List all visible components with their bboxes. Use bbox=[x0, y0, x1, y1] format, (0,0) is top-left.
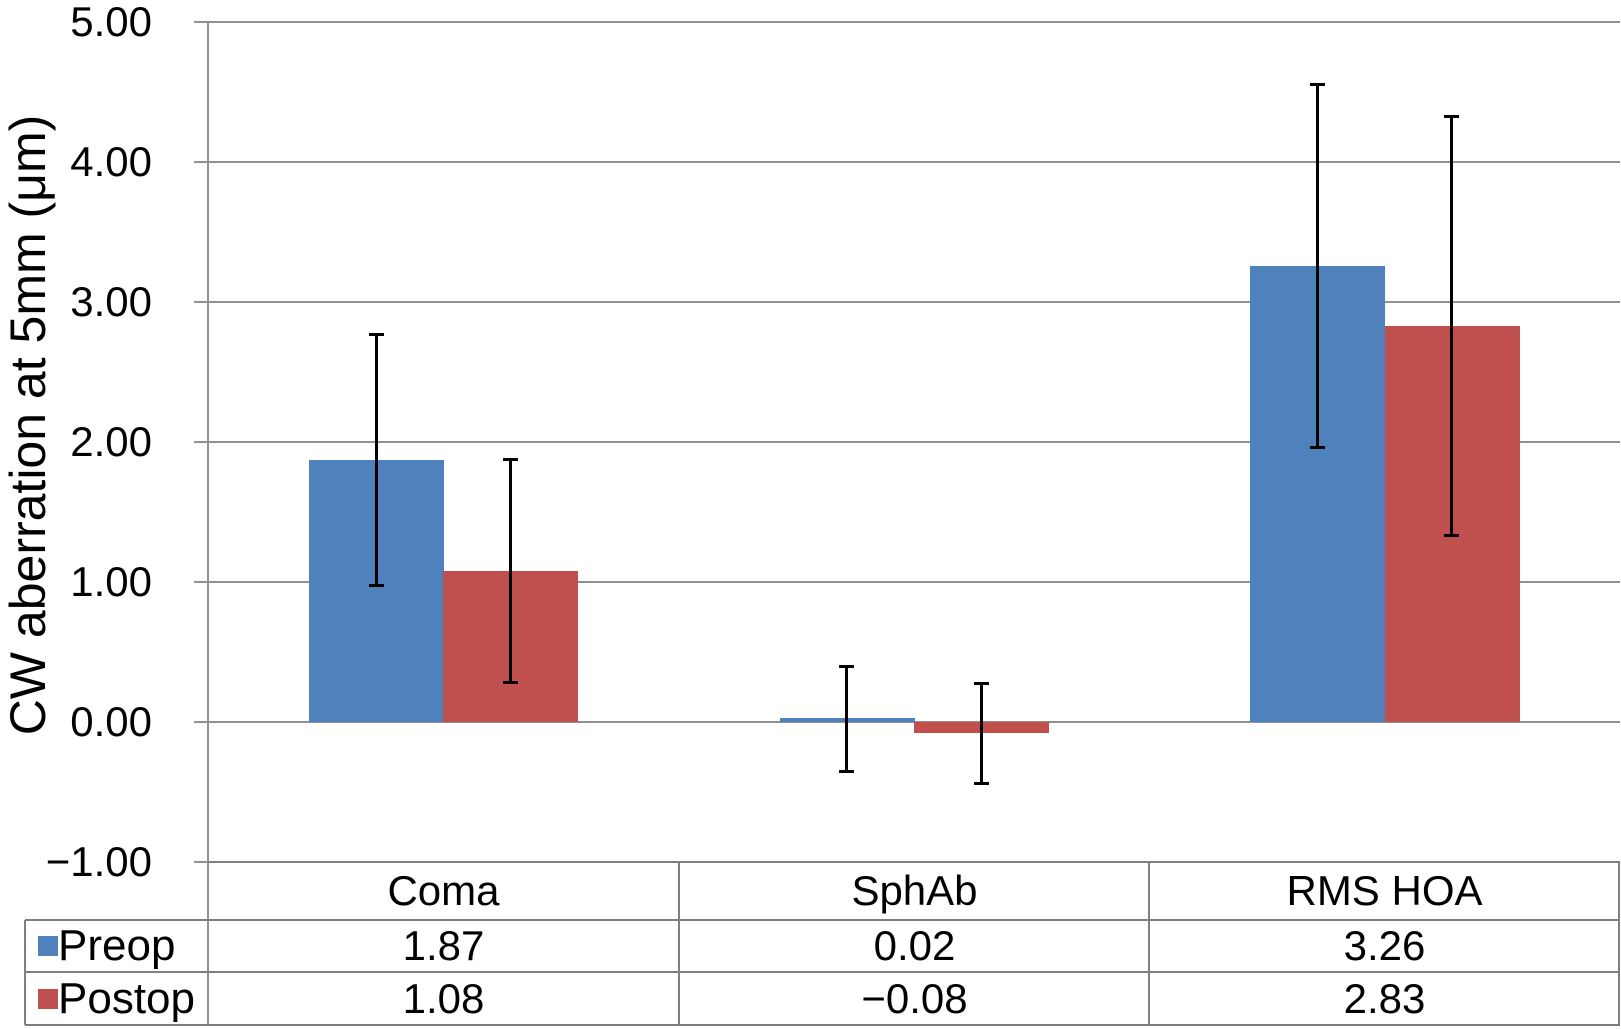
table-value-postop-0: 1.08 bbox=[402, 975, 485, 1022]
y-tick-label: −1.00 bbox=[45, 838, 152, 885]
table-value-postop-2: 2.83 bbox=[1343, 975, 1426, 1022]
error-bar-cap-top bbox=[503, 458, 518, 461]
error-bar-cap-bottom bbox=[839, 770, 854, 773]
y-axis-tick bbox=[194, 301, 208, 303]
error-bar-cap-top bbox=[974, 682, 989, 685]
table-top-border bbox=[208, 861, 1620, 863]
table-row-border bbox=[25, 971, 1620, 973]
error-bar-cap-bottom bbox=[1310, 446, 1325, 449]
y-axis-tick bbox=[194, 721, 208, 723]
error-bar-cap-bottom bbox=[369, 584, 384, 587]
error-bar-cap-bottom bbox=[1444, 534, 1459, 537]
error-bar-preop-1 bbox=[845, 666, 848, 772]
table-value-preop-2: 3.26 bbox=[1343, 922, 1426, 969]
gridline-1.00 bbox=[208, 581, 1620, 583]
y-axis-tick bbox=[194, 581, 208, 583]
gridline-4.00 bbox=[208, 161, 1620, 163]
error-bar-cap-top bbox=[369, 333, 384, 336]
y-tick-label: 4.00 bbox=[70, 138, 152, 185]
gridline-3.00 bbox=[208, 301, 1620, 303]
table-header-rms-hoa: RMS HOA bbox=[1286, 867, 1483, 914]
y-axis-tick bbox=[194, 161, 208, 163]
table-value-postop-1: −0.08 bbox=[861, 975, 968, 1022]
error-bar-postop-0 bbox=[509, 459, 512, 683]
y-axis-tick bbox=[194, 21, 208, 23]
table-header-coma: Coma bbox=[387, 867, 500, 914]
error-bar-cap-top bbox=[1444, 115, 1459, 118]
error-bar-cap-top bbox=[839, 665, 854, 668]
gridline-5.00 bbox=[208, 21, 1620, 23]
error-bar-postop-2 bbox=[1450, 116, 1453, 536]
error-bar-preop-2 bbox=[1316, 84, 1319, 448]
table-value-preop-0: 1.87 bbox=[402, 922, 485, 969]
error-bar-postop-1 bbox=[980, 683, 983, 784]
table-value-preop-1: 0.02 bbox=[873, 922, 956, 969]
error-bar-cap-bottom bbox=[974, 782, 989, 785]
y-tick-label: 2.00 bbox=[70, 418, 152, 465]
y-tick-label: 5.00 bbox=[70, 0, 152, 45]
table-right-border bbox=[1618, 862, 1620, 1025]
error-bar-cap-bottom bbox=[503, 681, 518, 684]
table-column-border bbox=[1148, 862, 1150, 1025]
y-tick-label: 0.00 bbox=[70, 698, 152, 745]
gridline-2.00 bbox=[208, 441, 1620, 443]
legend-swatch-postop bbox=[38, 989, 58, 1009]
y-axis-tick bbox=[194, 441, 208, 443]
y-axis-tick bbox=[194, 861, 208, 863]
table-column-border bbox=[678, 862, 680, 1025]
legend-label-preop: Preop bbox=[58, 921, 176, 970]
table-legend-left-border bbox=[24, 920, 26, 1025]
table-header-sphab: SphAb bbox=[851, 867, 978, 914]
error-bar-preop-0 bbox=[375, 334, 378, 586]
legend-label-postop: Postop bbox=[58, 974, 195, 1023]
legend-swatch-preop bbox=[38, 936, 58, 956]
table-row-border bbox=[25, 919, 1620, 921]
table-bottom-border bbox=[25, 1024, 1620, 1026]
error-bar-cap-top bbox=[1310, 83, 1325, 86]
y-tick-label: 1.00 bbox=[70, 558, 152, 605]
y-tick-label: 3.00 bbox=[70, 278, 152, 325]
y-axis-line bbox=[207, 22, 209, 1025]
